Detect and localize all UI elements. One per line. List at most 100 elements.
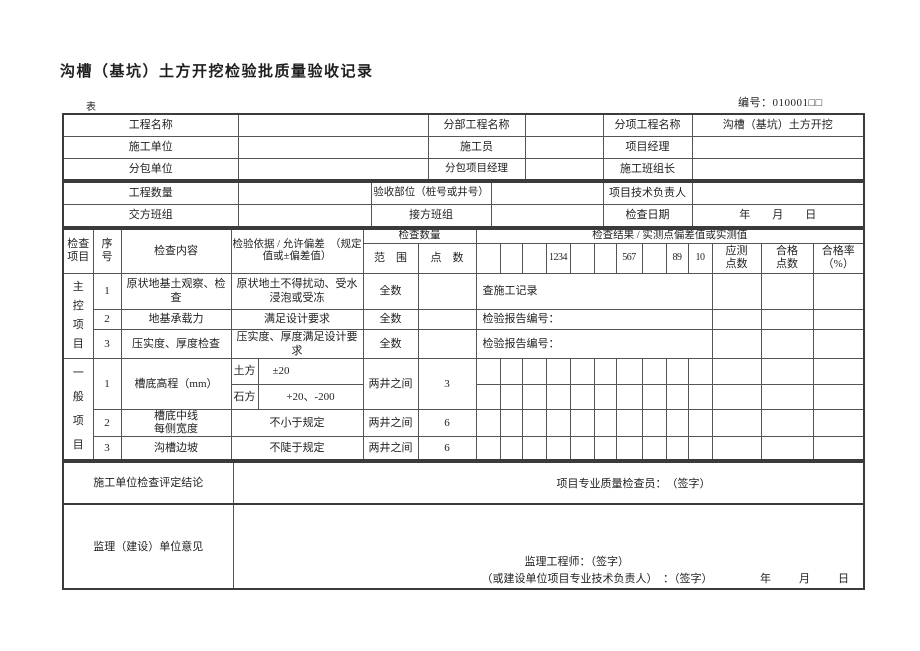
col-header-qualified-points: 合格 点数 [760,242,814,274]
col-header-measured-points: 应测 点数 [711,242,762,274]
content-cell: 原状地基土观察、检查 [120,272,232,310]
col-header-range: 范 围 [362,242,419,274]
seq-cell: 2 [92,308,122,330]
check-date-label: 检查日期 [602,203,693,228]
result-cell [545,357,571,385]
check-date-value: 年 月 日 [691,203,865,228]
measured-cell [711,383,762,410]
builder-value [524,135,604,159]
rate-cell [812,383,865,410]
result-cell [593,357,617,385]
result-cell [475,383,501,410]
info-row-contractor: 施工单位 施工员 项目经理 [62,135,865,159]
range-cell: 全数 [362,308,419,330]
master-row-3: 3 压实度、厚度检查 压实度、厚度满足设计要求 全数 检验报告编号： [63,328,865,359]
result-col-6 [593,242,617,274]
result-cell [665,383,689,410]
result-cell [499,357,523,385]
owner-tech-signature: （或建设单位项目专业技术负责人） ：（签字） [481,573,713,585]
result-cell [521,435,547,461]
points-cell [417,328,477,359]
content-cell: 沟槽边坡 [120,435,232,461]
col-header-basis: 检验依据 / 允许偏差 （规定值或±偏差值） [230,228,364,274]
basis-cell: 不小于规定 [230,408,364,437]
col-header-content: 检查内容 [120,228,232,274]
result-cell [569,408,595,437]
result-note-cell: 检验报告编号： [475,328,713,359]
seq-cell: 3 [92,328,122,359]
result-cell [521,357,547,385]
range-cell: 全数 [362,272,419,310]
range-cell: 两井之间 [362,408,419,437]
seq-cell: 1 [92,272,122,310]
info-table-top: 工程名称 分部工程名称 分项工程名称 沟槽（基坑）土方开挖 施工单位 施工员 项… [62,113,865,181]
col-header-qty: 检查数量 [362,228,477,244]
result-cell [615,383,643,410]
division-work-value [524,113,604,137]
soil-label: 土方 [230,357,259,385]
result-cell [687,408,713,437]
acceptance-part-label: 验收部位（桩号或井号） [370,181,492,205]
result-cell [665,357,689,385]
supervisor-opinion-label: 监理（建设）单位意见 [62,503,234,590]
rate-cell [812,357,865,385]
result-col-7: 567 [615,242,643,274]
receiving-crew-label: 接方班组 [370,203,492,228]
rate-cell [812,308,865,330]
project-name-value [237,113,429,137]
measured-cell [711,308,762,330]
subcontractor-label: 分包单位 [62,157,239,181]
tech-director-value [691,181,865,205]
quantity-label: 工程数量 [62,181,239,205]
rate-cell [812,328,865,359]
general-row-2: 2 槽底中线 每侧宽度 不小于规定 两井之间 6 [63,408,865,437]
content-cell: 槽底中线 每侧宽度 [120,408,232,437]
result-col-10: 10 [687,242,713,274]
rock-tolerance: +20、-200 [257,383,364,410]
crew-leader-value [691,157,865,181]
qualified-cell [760,435,814,461]
result-cell [641,357,667,385]
qualified-cell [760,383,814,410]
result-cell [545,435,571,461]
project-name-label: 工程名称 [62,113,239,137]
serial-number: 编号：010001□□ [738,94,823,110]
result-cell [615,357,643,385]
result-cell [687,357,713,385]
result-cell [521,408,547,437]
result-col-4: 1234 [545,242,571,274]
supervisor-opinion-area: 监理工程师：（签字） （或建设单位项目专业技术负责人） ：（签字） 年 月 日 [232,503,865,590]
content-cell: 压实度、厚度检查 [120,328,232,359]
result-cell [569,357,595,385]
builder-conclusion-row: 施工单位检查评定结论 项目专业质量检查员： （签字） [62,461,865,505]
info-table-bottom: 工程数量 验收部位（桩号或井号） 项目技术负责人 交方班组 接方班组 检查日期 … [62,181,865,228]
soil-tolerance: ±20 [257,357,364,385]
result-col-8 [641,242,667,274]
result-cell [499,408,523,437]
result-cell [499,435,523,461]
serial-label: 编号： [738,97,773,109]
contractor-value [237,135,429,159]
result-cell [475,408,501,437]
result-cell [641,408,667,437]
header-row-1: 检查 项目 序 号 检查内容 检验依据 / 允许偏差 （规定值或±偏差值） 检查… [62,228,865,274]
measured-cell [711,408,762,437]
seq-cell: 2 [92,408,122,437]
quantity-value [237,181,372,205]
basis-cell: 满足设计要求 [230,308,364,330]
supervisor-opinion-row: 监理（建设）单位意见 监理工程师：（签字） （或建设单位项目专业技术负责人） ：… [62,503,865,590]
result-cell [641,435,667,461]
handover-crew-value [237,203,372,228]
result-cell [665,435,689,461]
sheet-label: 表 [86,102,96,113]
info-row-handover: 交方班组 接方班组 检查日期 年 月 日 [62,203,865,228]
result-cell [545,408,571,437]
qualified-cell [760,328,814,359]
result-col-2 [499,242,523,274]
result-cell [545,383,571,410]
group-label-general: 一 般 项 目 [62,357,94,461]
division-work-label: 分部工程名称 [427,113,526,137]
points-cell: 3 [417,357,477,410]
result-cell [593,435,617,461]
result-cell [593,408,617,437]
